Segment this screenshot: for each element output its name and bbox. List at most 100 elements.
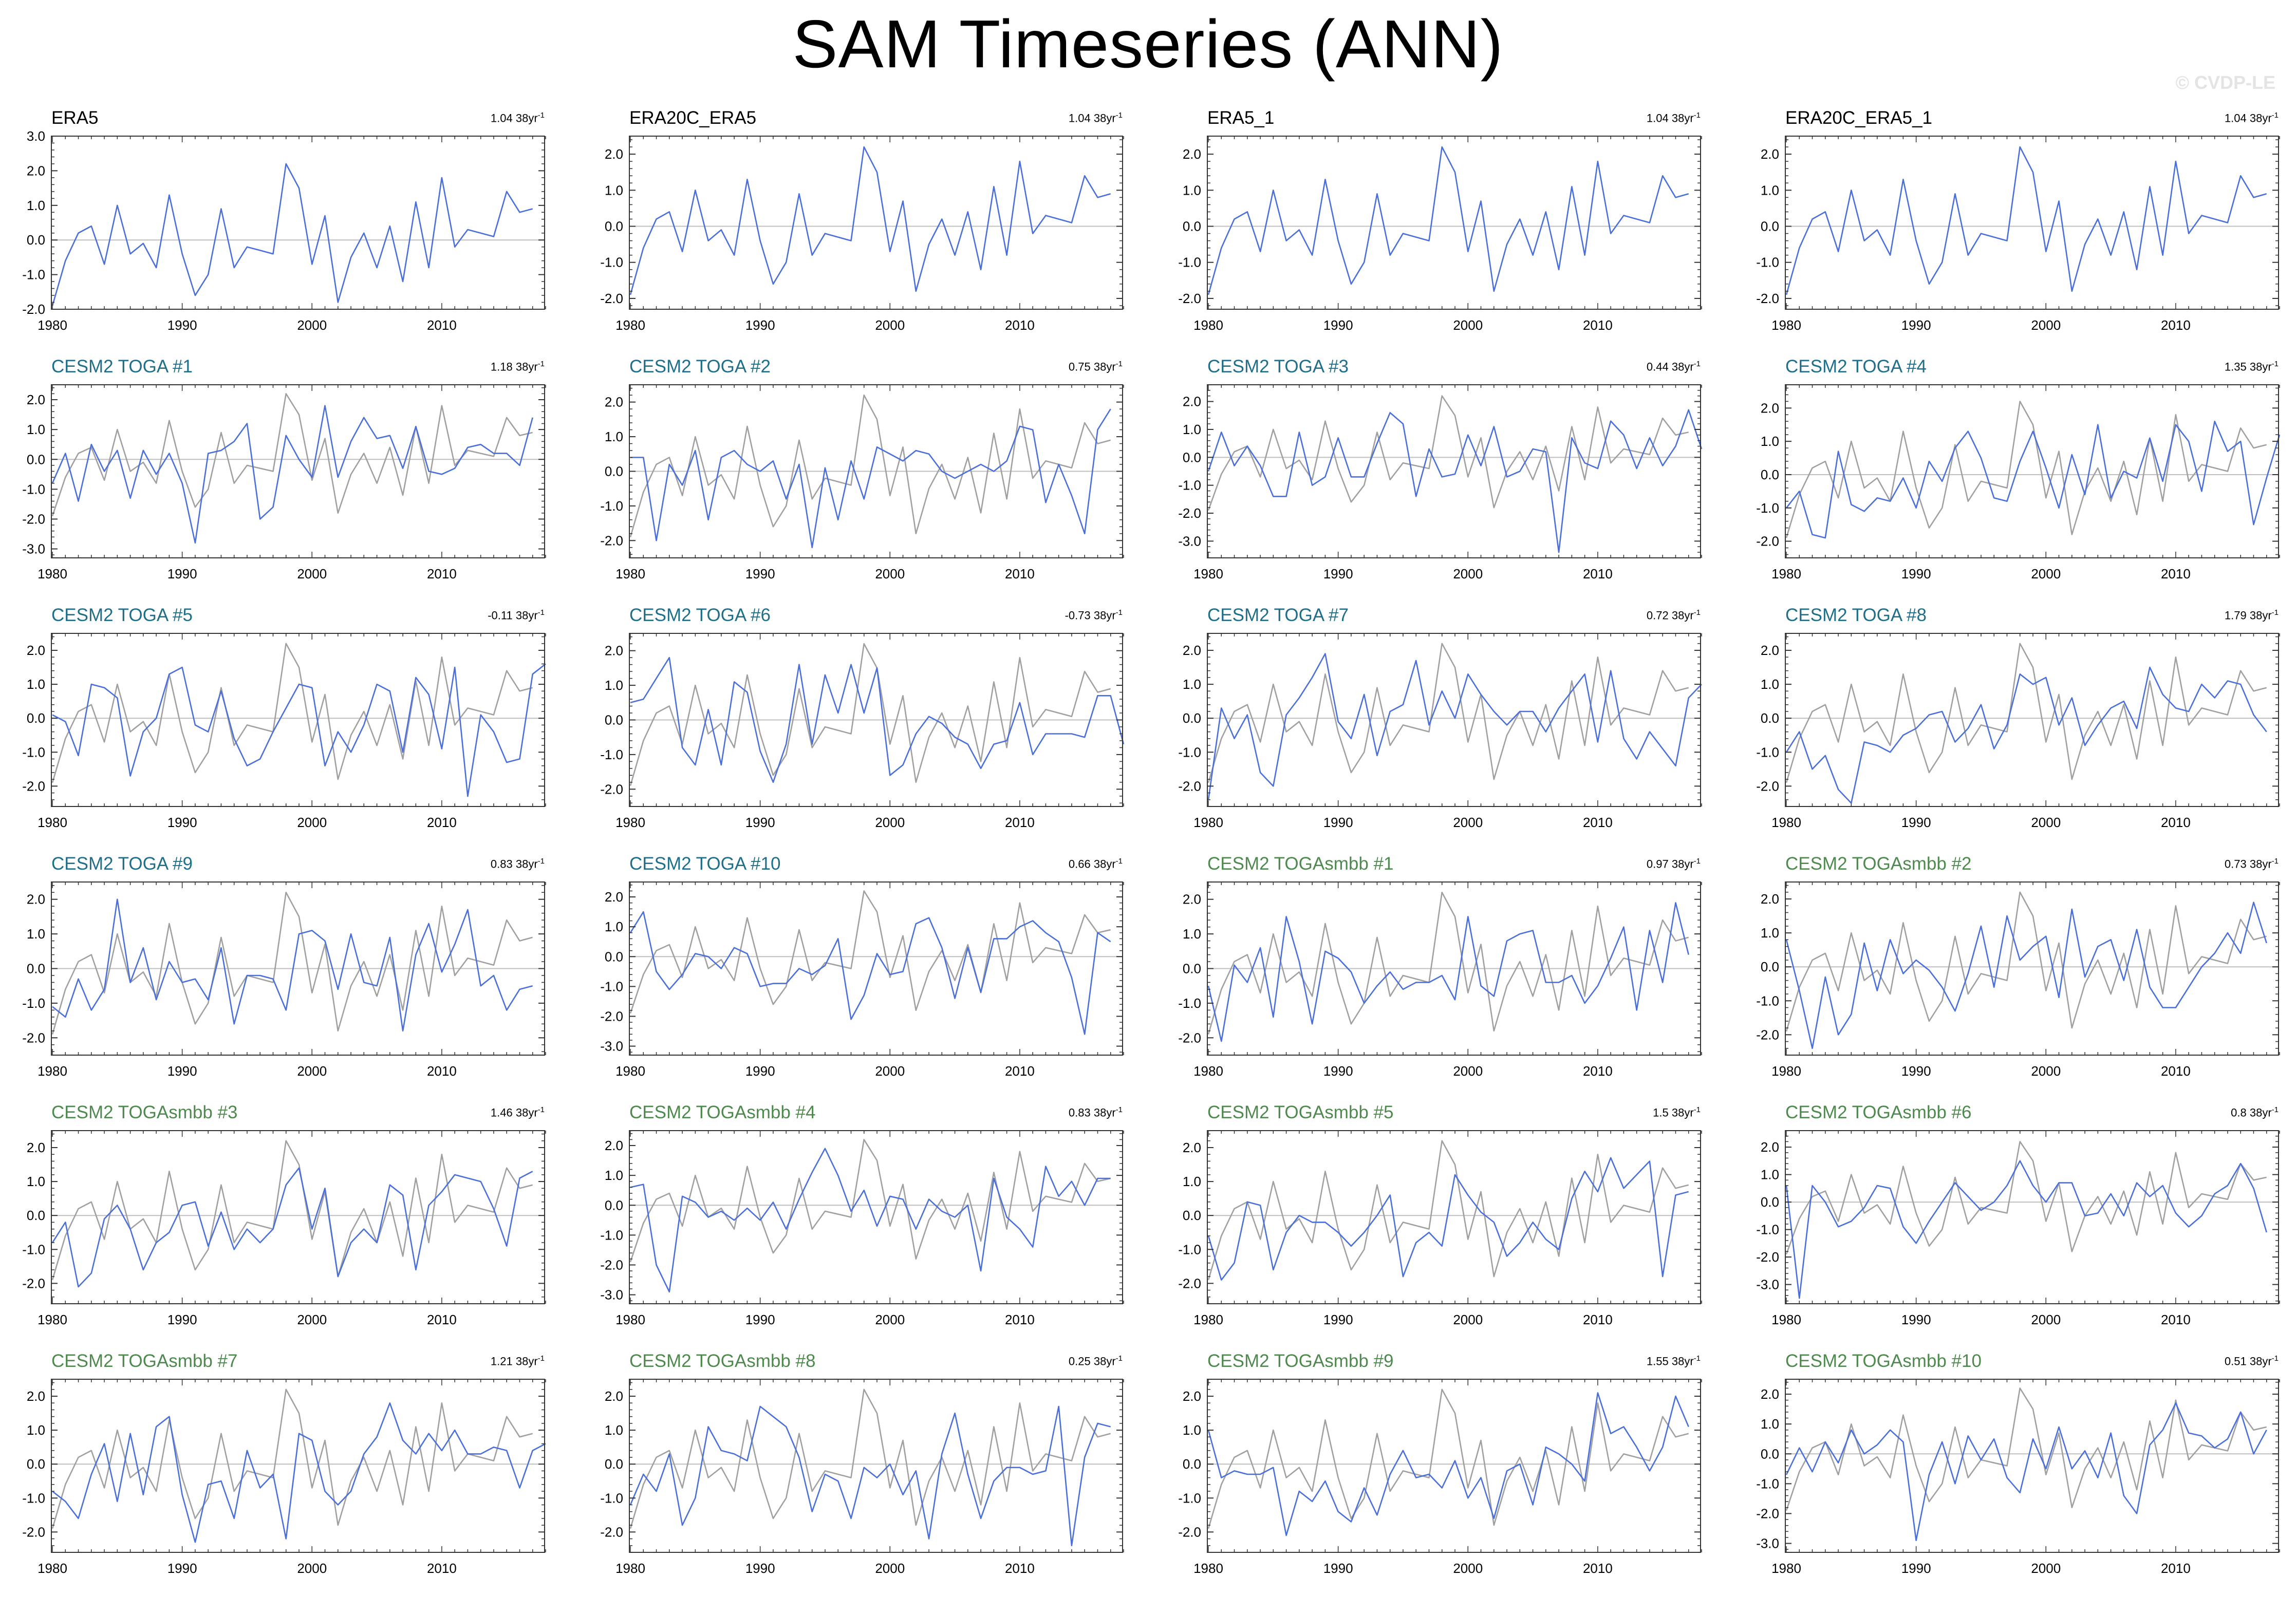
member-series-line: [1207, 409, 1703, 553]
observed-series-line: [1207, 1388, 1689, 1529]
x-tick-label: 2000: [1453, 566, 1483, 581]
x-tick-label: 1980: [38, 815, 67, 830]
y-tick-label: -2.0: [22, 1030, 45, 1045]
chart-panel: CESM2 TOGA #6 -0.73 38yr-1 2.0 1.0 0.0 -1.0 -2…: [600, 605, 1125, 837]
y-tick-label: 0.0: [27, 1456, 45, 1472]
x-tick-label: 2010: [1005, 566, 1035, 581]
y-tick-label: -2.0: [22, 511, 45, 527]
x-tick-label: 2010: [1583, 1312, 1613, 1327]
y-tick-label: 1.0: [1183, 1422, 1201, 1438]
observed-series-line: [629, 394, 1111, 537]
panel-trend-label: 1.5 38yr-1: [1653, 1105, 1701, 1119]
panel-trend-label: 1.04 38yr-1: [490, 111, 545, 125]
y-tick-label: 0.0: [27, 452, 45, 467]
member-series-line: [52, 898, 533, 1032]
y-tick-label: -1.0: [1756, 744, 1779, 760]
y-tick-label: 0.0: [605, 1197, 623, 1213]
panel-trend-label: 1.79 38yr-1: [2224, 608, 2279, 622]
y-tick-label: -2.0: [22, 1275, 45, 1291]
panel-trend-label: 0.25 38yr-1: [1068, 1354, 1123, 1368]
member-series-line: [1207, 653, 1702, 800]
x-tick-label: 1980: [1771, 815, 1801, 830]
x-tick-label: 1980: [1771, 1312, 1801, 1327]
y-tick-label: -2.0: [22, 778, 45, 794]
plot-frame: [51, 633, 545, 807]
y-tick-label: 2.0: [1761, 643, 1779, 658]
chart-panel: CESM2 TOGAsmbb #6 0.8 38yr-1 2.0 1.0 0.0 -1.0…: [1756, 1102, 2280, 1335]
x-tick-label: 2010: [1583, 1561, 1613, 1576]
x-tick-label: 2010: [427, 1561, 457, 1576]
member-series-line: [1785, 666, 2267, 804]
x-tick-label: 2000: [2031, 815, 2061, 830]
panel-title: CESM2 TOGA #4: [1785, 356, 1927, 377]
y-tick-label: -1.0: [22, 481, 45, 497]
line-chart: 2.0 1.0 0.0 -1.0 -2.0 -3.0 1980 1990 2000 2010: [1178, 384, 1703, 581]
panel-title: ERA20C_ERA5: [629, 108, 757, 128]
y-tick-label: -2.0: [1756, 1249, 1779, 1265]
y-tick-label: 2.0: [605, 889, 623, 905]
chart-panel: CESM2 TOGAsmbb #1 0.97 38yr-1 2.0 1.0 0.0 -1.…: [1178, 854, 1702, 1086]
y-tick-label: 0.0: [1761, 467, 1779, 482]
x-tick-label: 1990: [1901, 566, 1931, 581]
x-tick-label: 2010: [1005, 1561, 1035, 1576]
chart-panel: CESM2 TOGA #7 0.72 38yr-1 2.0 1.0 0.0 -1.0 -2.…: [1178, 605, 1702, 837]
y-tick-label: 0.0: [1761, 959, 1779, 974]
y-tick-label: -1.0: [22, 267, 45, 283]
observed-series-line: [1207, 643, 1689, 783]
y-tick-label: 0.0: [1183, 219, 1201, 234]
x-tick-label: 2010: [2161, 1312, 2191, 1327]
y-tick-label: 1.0: [27, 1174, 45, 1189]
plot-frame: [1785, 881, 2279, 1056]
x-tick-label: 2000: [297, 1312, 327, 1327]
plot-frame: [51, 384, 545, 558]
y-tick-label: -3.0: [1756, 1536, 1779, 1551]
y-tick-label: 0.0: [27, 961, 45, 977]
member-series-line: [51, 163, 533, 306]
member-series-line: [1785, 421, 2281, 539]
x-tick-label: 2010: [1583, 815, 1613, 830]
y-tick-label: 2.0: [1761, 400, 1779, 416]
member-series-line: [629, 911, 1111, 1035]
x-tick-label: 2010: [1583, 566, 1613, 581]
chart-panel: ERA20C_ERA5 1.04 38yr-1 2.0 1.0 0.0 -1.0 -2.0 1…: [600, 108, 1124, 340]
y-tick-label: 1.0: [605, 1168, 623, 1183]
y-tick-label: 2.0: [27, 163, 45, 178]
member-series-line: [51, 405, 533, 544]
line-chart: 2.0 1.0 0.0 -1.0 -2.0 1980 1990 2000 2010: [22, 1130, 546, 1327]
chart-panel: CESM2 TOGAsmbb #7 1.21 38yr-1 2.0 1.0 0.0 -1.…: [22, 1351, 546, 1583]
y-tick-label: 1.0: [605, 429, 623, 444]
line-chart: 2.0 1.0 0.0 -1.0 -2.0 1980 1990 2000 2010: [1178, 1130, 1702, 1327]
chart-panel: ERA20C_ERA5_1 1.04 38yr-1 2.0 1.0 0.0 -1.0 -2.…: [1756, 108, 2280, 340]
line-chart: 2.0 1.0 0.0 -1.0 -2.0 1980 1990 2000 2010: [22, 633, 546, 830]
line-chart: 2.0 1.0 0.0 -1.0 -2.0 1980 1990 2000 2010: [600, 633, 1125, 830]
panel-title: CESM2 TOGA #8: [1785, 605, 1927, 625]
panel-trend-label: 1.04 38yr-1: [1068, 111, 1123, 125]
y-tick-label: -1.0: [22, 744, 45, 760]
x-tick-label: 1990: [745, 1063, 775, 1079]
y-tick-label: -1.0: [1178, 478, 1201, 493]
x-tick-label: 1980: [615, 1312, 645, 1327]
x-tick-label: 1980: [1193, 566, 1223, 581]
y-tick-label: -1.0: [22, 996, 45, 1011]
line-chart: 2.0 1.0 0.0 -1.0 -2.0 1980 1990 2000 2010: [1178, 881, 1702, 1079]
y-tick-label: 2.0: [27, 392, 45, 407]
member-series-line: [1207, 146, 1689, 295]
chart-panel: CESM2 TOGA #4 1.35 38yr-1 2.0 1.0 0.0 -1.0 -2.…: [1756, 356, 2281, 589]
y-tick-label: 1.0: [1183, 677, 1201, 692]
panel-trend-label: 1.46 38yr-1: [490, 1105, 545, 1119]
x-tick-label: 1980: [1771, 566, 1801, 581]
panel-title: CESM2 TOGA #3: [1207, 356, 1349, 377]
x-tick-label: 1980: [615, 566, 645, 581]
x-tick-label: 1990: [1323, 1561, 1353, 1576]
panel-title: ERA20C_ERA5_1: [1785, 108, 1932, 128]
x-tick-label: 2010: [2161, 1063, 2191, 1079]
x-tick-label: 2000: [875, 317, 905, 333]
x-tick-label: 1990: [1901, 1312, 1931, 1327]
y-tick-label: 1.0: [27, 422, 45, 437]
y-tick-label: 2.0: [1183, 1140, 1201, 1155]
y-tick-label: -1.0: [600, 979, 623, 994]
chart-panel: ERA5_1 1.04 38yr-1 2.0 1.0 0.0 -1.0 -2.0 1980 19…: [1178, 108, 1702, 340]
chart-panel: CESM2 TOGAsmbb #8 0.25 38yr-1 2.0 1.0 0.0 -1.…: [600, 1351, 1124, 1583]
y-tick-label: 1.0: [1761, 1416, 1779, 1432]
x-tick-label: 2010: [1583, 317, 1613, 333]
